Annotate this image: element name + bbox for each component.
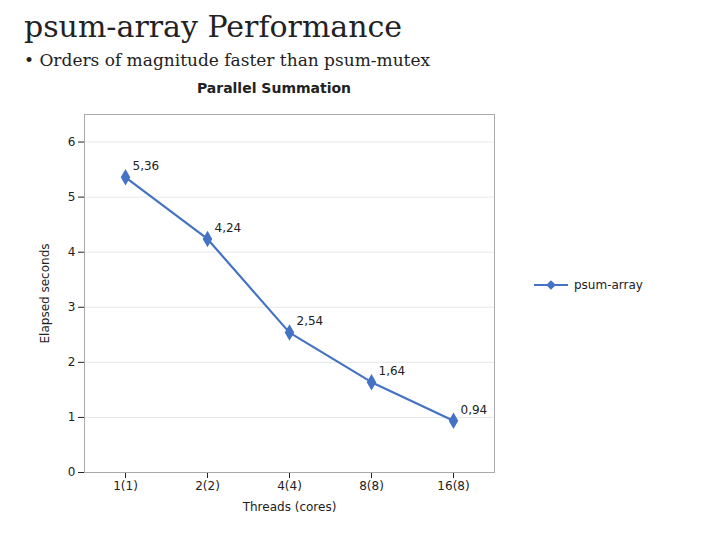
svg-text:1,64: 1,64	[379, 364, 406, 378]
svg-text:8(8): 8(8)	[359, 479, 384, 493]
svg-text:16(8): 16(8)	[437, 479, 469, 493]
svg-text:Elapsed seconds: Elapsed seconds	[38, 243, 52, 343]
svg-text:Threads (cores): Threads (cores)	[242, 500, 337, 514]
svg-text:5: 5	[68, 190, 76, 204]
svg-text:3: 3	[68, 300, 76, 314]
svg-text:5,36: 5,36	[133, 159, 160, 173]
svg-text:2: 2	[68, 355, 76, 369]
html-text:Parallel Summation: Parallel Summation	[196, 80, 352, 96]
svg-text:4,24: 4,24	[215, 221, 242, 235]
svg-text:1: 1	[68, 410, 76, 424]
svg-text:4(4): 4(4)	[277, 479, 302, 493]
html-text:psum-array Performance: psum-array Performance	[24, 9, 403, 44]
svg-text:6: 6	[68, 135, 76, 149]
html-text:• Orders of magnitude faster t: • Orders of magnitude faster than psum-m…	[24, 50, 431, 70]
svg-text:0,94: 0,94	[461, 403, 488, 417]
svg-text:1(1): 1(1)	[113, 479, 138, 493]
svg-text:2,54: 2,54	[297, 314, 324, 328]
svg-text:4: 4	[68, 245, 76, 259]
svg-text:0: 0	[68, 465, 76, 479]
svg-text:2(2): 2(2)	[195, 479, 220, 493]
html-text:psum-array: psum-array	[574, 278, 643, 292]
